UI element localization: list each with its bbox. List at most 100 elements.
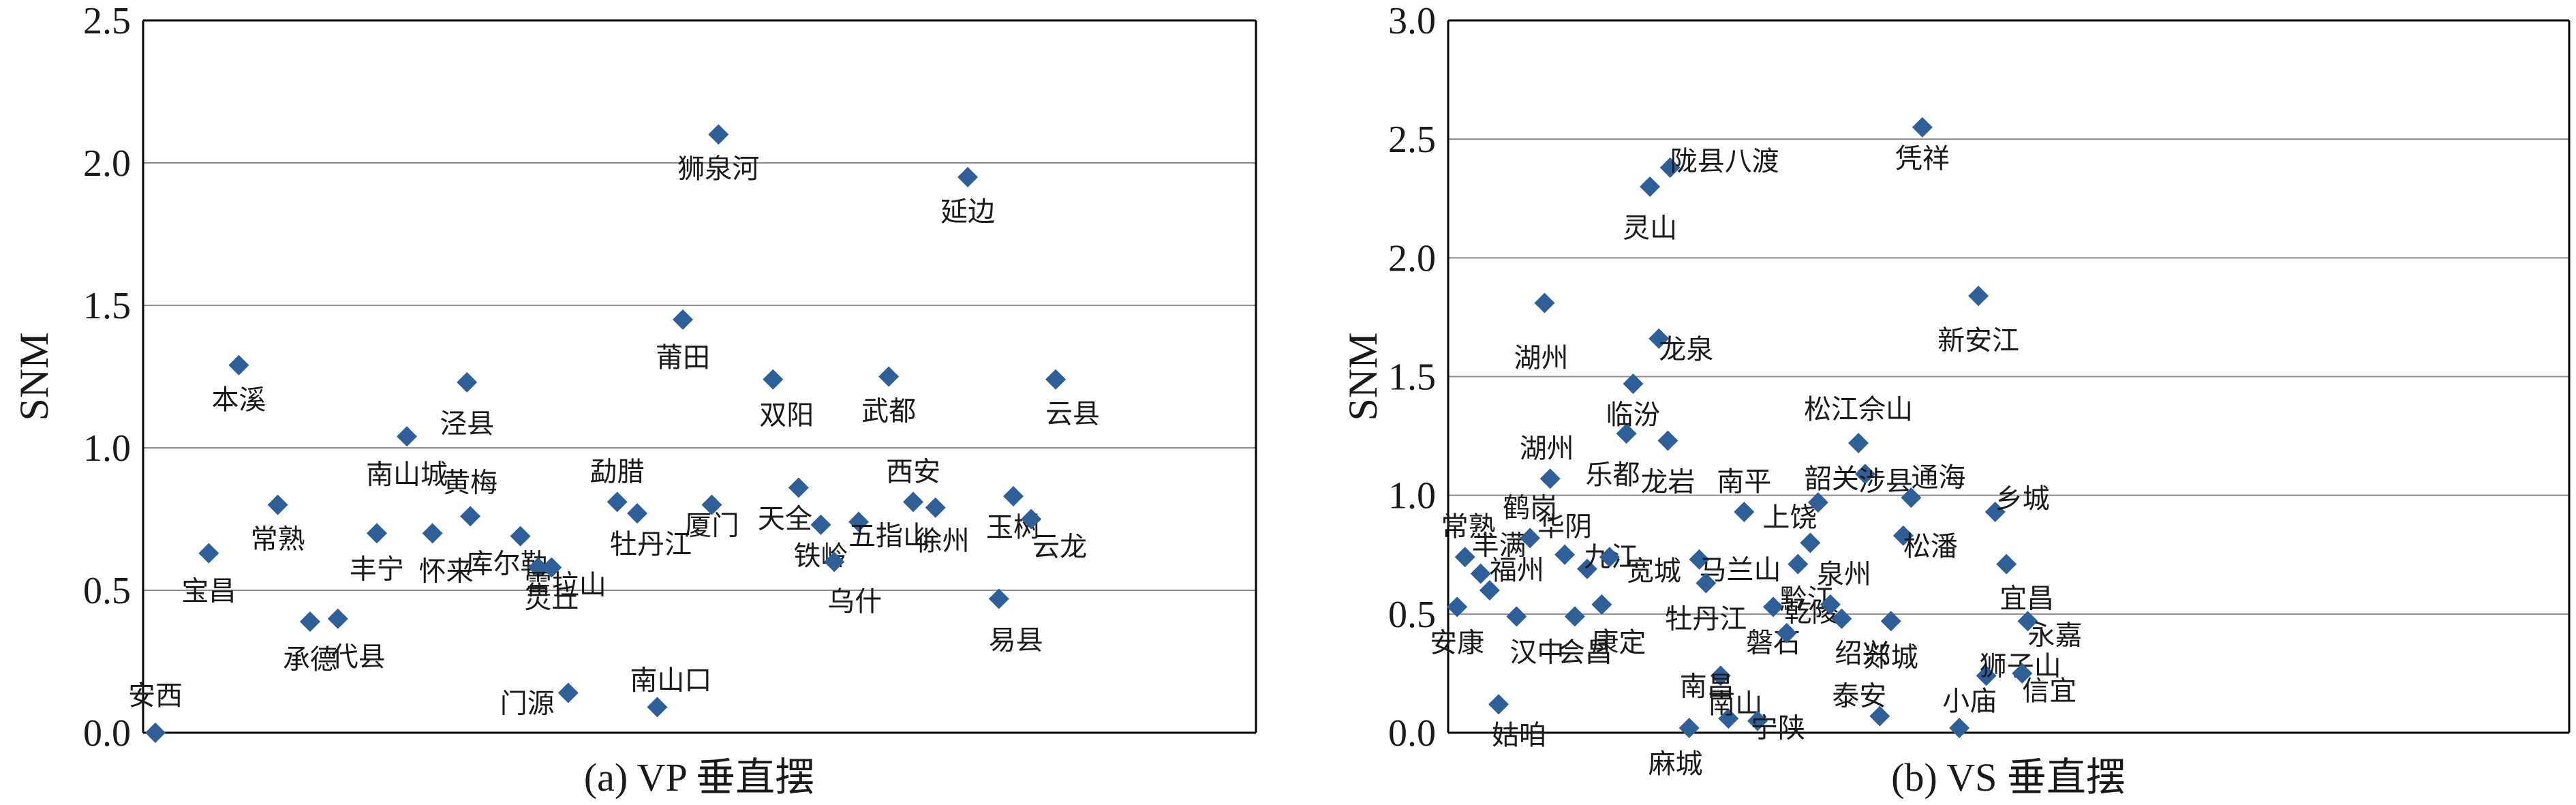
data-point-label: 莆田 xyxy=(656,342,710,374)
data-point-marker xyxy=(1659,157,1681,178)
data-point-label: 常熟 xyxy=(1441,511,1496,543)
data-point-label: 会昌 xyxy=(1558,637,1612,668)
data-point-label: 南平 xyxy=(1717,466,1771,498)
data-point-label: 宝昌 xyxy=(181,576,236,607)
data-point-label: 牡丹江 xyxy=(610,529,692,560)
data-point-label: 小庙 xyxy=(1942,686,1997,717)
data-point-label: 牡丹江 xyxy=(1665,604,1747,635)
data-point-marker xyxy=(1696,573,1717,594)
data-point-marker xyxy=(1576,558,1597,579)
data-point-marker xyxy=(1447,596,1468,618)
data-point-label: 临汾 xyxy=(1606,399,1660,431)
data-point-marker xyxy=(1869,705,1890,727)
data-point-label: 灵丘 xyxy=(524,583,579,615)
data-point-marker xyxy=(510,526,531,547)
data-point-marker xyxy=(1984,502,2006,523)
data-point-label: 狮泉河 xyxy=(677,153,759,185)
data-point-label: 乌什 xyxy=(827,586,882,618)
data-point-label: 松江佘山 xyxy=(1804,394,1913,425)
data-point-label: 厦门 xyxy=(684,511,739,542)
y-tick-label: 2.0 xyxy=(1388,237,1436,279)
data-point-label: 勐腊 xyxy=(590,456,645,487)
data-point-label: 本溪 xyxy=(211,384,266,416)
y-tick-label: 1.5 xyxy=(83,285,131,327)
data-point-label: 五指山 xyxy=(848,521,930,552)
data-point-label: 泰安 xyxy=(1832,681,1886,712)
y-tick-label: 0.0 xyxy=(83,712,131,755)
data-point-marker xyxy=(327,608,348,629)
data-point-label: 宽城 xyxy=(1627,556,1681,587)
data-point-label: 南山城 xyxy=(366,459,448,490)
data-point-label: 霍拉山 xyxy=(525,570,607,601)
y-tick-label: 2.5 xyxy=(83,0,131,42)
data-point-label: 常熟 xyxy=(251,524,305,556)
data-point-marker xyxy=(267,494,288,515)
data-point-label: 乡城 xyxy=(1995,483,2050,515)
data-point-label: 门源 xyxy=(500,688,555,719)
data-point-label: 华阴 xyxy=(1537,511,1592,543)
data-point-label: 灵山 xyxy=(1623,213,1677,244)
data-point-label: 丰满 xyxy=(1472,530,1527,562)
y-tick-label: 1.5 xyxy=(1388,356,1436,399)
data-point-marker xyxy=(1689,549,1710,570)
data-point-marker xyxy=(1807,492,1828,513)
data-point-marker xyxy=(144,723,166,743)
data-point-marker xyxy=(541,557,562,578)
data-point-label: 姑咱 xyxy=(1492,720,1546,751)
data-point-label: 泉州 xyxy=(1817,559,1871,590)
data-point-marker xyxy=(607,491,628,513)
data-point-marker xyxy=(422,523,443,544)
data-point-label: 湖州 xyxy=(1520,433,1574,464)
data-point-marker xyxy=(1831,608,1852,629)
data-point-marker xyxy=(557,682,579,703)
data-point-marker xyxy=(1912,117,1933,138)
data-point-marker xyxy=(1003,486,1024,507)
data-point-label: 郯城 xyxy=(1864,641,1918,673)
data-point-label: 延边 xyxy=(940,196,995,228)
panel-caption: (b) VS 垂直摆 xyxy=(1891,755,2126,800)
data-point-marker xyxy=(788,477,809,498)
data-point-marker xyxy=(1021,508,1042,530)
data-point-marker xyxy=(824,551,845,573)
data-point-marker xyxy=(1506,606,1527,627)
data-point-label: 永嘉 xyxy=(2027,620,2082,651)
data-point-marker xyxy=(1649,328,1670,349)
data-point-marker xyxy=(1554,544,1576,565)
data-point-label: 南山口 xyxy=(630,665,711,696)
data-point-label: 宁陕 xyxy=(1751,713,1805,744)
data-point-label: 陇县八渡 xyxy=(1670,146,1779,177)
data-point-label: 云县 xyxy=(1045,399,1100,430)
data-point-label: 丰宁 xyxy=(350,553,404,585)
data-point-marker xyxy=(1718,708,1739,729)
data-point-marker xyxy=(527,557,549,578)
data-point-marker xyxy=(1763,596,1784,618)
data-point-marker xyxy=(1901,487,1922,508)
data-point-marker xyxy=(1045,369,1067,390)
data-point-label: 福州 xyxy=(1490,555,1544,586)
data-point-label: 凭祥 xyxy=(1895,143,1950,174)
data-point-marker xyxy=(1564,606,1585,627)
data-point-marker xyxy=(701,494,722,515)
data-point-marker xyxy=(988,588,1009,609)
panel-caption: (a) VP 垂直摆 xyxy=(584,755,814,800)
data-point-marker xyxy=(1616,423,1637,444)
data-point-label: 上饶 xyxy=(1762,502,1817,533)
data-point-marker xyxy=(1949,718,1970,739)
data-point-label: 武都 xyxy=(861,396,916,427)
data-point-marker xyxy=(2012,663,2033,684)
data-point-marker xyxy=(647,697,668,718)
data-point-marker xyxy=(1534,292,1555,314)
data-point-marker xyxy=(763,369,784,390)
data-point-marker xyxy=(1539,468,1561,489)
data-point-marker xyxy=(1623,373,1644,394)
data-point-label: 信宜 xyxy=(2022,675,2076,707)
panel-a-vp: 0.0 0.5 1.0 1.5 2.0 2.5 SNM (a) VP 垂直摆 安西 宝昌 本溪常熟承… xyxy=(12,0,1257,800)
data-point-label: 通海 xyxy=(1911,462,1965,493)
data-point-label: 松潘 xyxy=(1903,531,1958,562)
data-point-marker xyxy=(673,309,694,330)
data-point-marker xyxy=(1678,718,1700,739)
y-tick-label: 0.5 xyxy=(1388,594,1436,636)
y-axis-title: SNM xyxy=(12,332,57,421)
data-point-marker xyxy=(1470,563,1491,584)
